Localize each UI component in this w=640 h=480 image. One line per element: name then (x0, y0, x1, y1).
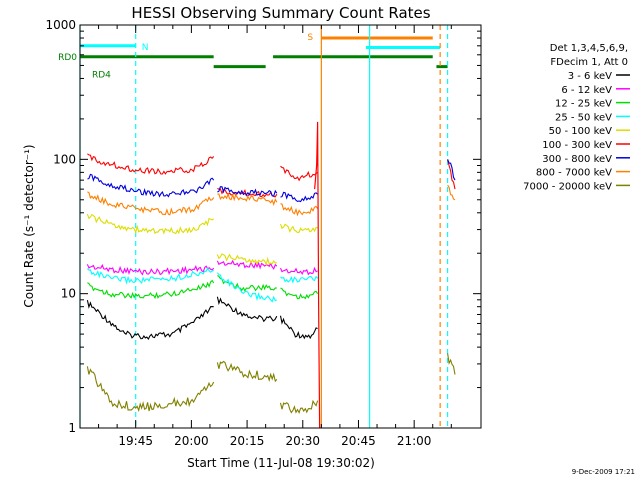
legend-items: 3 - 6 keV 6 - 12 keV 12 - 25 keV 25 - 50 ke… (523, 71, 630, 192)
series-trace (86, 213, 214, 235)
series-trace (216, 272, 278, 303)
x-tick-label: 20:45 (341, 434, 376, 448)
y-tick-label: 1000 (45, 18, 76, 32)
axes: 19:45 20:00 20:15 20:30 20:45 21:00 1 10 100 1000 (45, 18, 481, 448)
flare-spike (314, 121, 321, 429)
y-tick-label: 1 (68, 421, 76, 435)
series-trace (280, 191, 318, 203)
series-trace (216, 360, 278, 383)
series-trace (87, 191, 215, 216)
series-trace (447, 353, 456, 375)
series-trace (447, 159, 456, 190)
series-trace (216, 259, 278, 270)
series-trace (279, 399, 319, 414)
series-trace (86, 366, 215, 413)
flag-label-rd0: RD0 (58, 53, 77, 63)
x-tick-label: 20:30 (285, 434, 320, 448)
series-trace (279, 315, 318, 340)
series-trace (280, 165, 318, 182)
series-trace (280, 203, 319, 217)
series-trace (86, 299, 214, 341)
series-trace (447, 159, 456, 181)
series-trace (280, 275, 319, 284)
series-trace (447, 184, 456, 201)
legend-label-12-25-kev: 12 - 25 keV (555, 99, 612, 110)
flag-label-rd4: RD4 (92, 71, 111, 81)
legend-label-50-100-kev: 50 - 100 keV (549, 126, 613, 137)
legend-label-7000-20000-kev: 7000 - 20000 keV (523, 181, 612, 192)
vertical-markers (79, 25, 449, 428)
legend-label-6-12-kev: 6 - 12 keV (561, 85, 612, 96)
series-50-100-kev (86, 213, 318, 267)
series-trace (87, 267, 215, 285)
y-tick-label: 10 (61, 287, 76, 301)
flag-bars: N S RD0 RD4 (58, 33, 448, 81)
series-trace (87, 153, 215, 175)
x-axis-label: Start Time (11-Jul-08 19:30:02) (187, 456, 375, 470)
series-100-300-kev (87, 153, 456, 198)
legend-label-800-7000-kev: 800 - 7000 keV (536, 168, 612, 179)
series-trace (216, 253, 277, 267)
series-trace (280, 287, 319, 300)
series-trace (217, 192, 278, 206)
legend-header-line-2: FDecim 1, Att 0 (550, 57, 628, 68)
legend-label-3-6-kev: 3 - 6 keV (568, 71, 612, 82)
series-12-25-kev (87, 275, 319, 300)
series-trace (87, 173, 215, 198)
series-800-7000-kev (87, 184, 456, 217)
y-axis-label: Count Rate (s⁻¹ detector⁻¹) (22, 144, 36, 307)
legend: Det 1,3,4,5,6,9, FDecim 1, Att 0 3 - 6 k… (523, 43, 630, 192)
legend-label-100-300-kev: 100 - 300 keV (542, 140, 612, 151)
series-trace (217, 275, 277, 292)
legend-label-25-50-kev: 25 - 50 keV (555, 112, 612, 123)
series-trace (217, 186, 278, 197)
x-tick-label: 20:00 (174, 434, 209, 448)
x-tick-label: 20:15 (230, 434, 265, 448)
x-tick-label: 21:00 (397, 434, 432, 448)
series-300-800-kev (87, 159, 456, 203)
series-trace (279, 266, 318, 276)
flag-label-n: N (142, 43, 149, 53)
series-7000-20000-kev (86, 353, 456, 414)
series-3-6-kev (86, 296, 318, 341)
y-tick-label: 100 (53, 152, 76, 166)
series-trace (279, 223, 318, 234)
series-trace (216, 296, 278, 323)
legend-header-line-1: Det 1,3,4,5,6,9, (550, 43, 628, 54)
series-6-12-kev (86, 259, 318, 276)
legend-label-300-800-kev: 300 - 800 keV (542, 154, 612, 165)
x-tick-label: 19:45 (118, 434, 153, 448)
footer-date: 9-Dec-2009 17:21 (572, 468, 635, 476)
series-trace (86, 263, 215, 276)
series-25-50-kev (87, 267, 319, 303)
plot-frame (79, 24, 482, 429)
chart-title: HESSI Observing Summary Count Rates (131, 4, 430, 22)
flag-label-s: S (307, 33, 313, 43)
series-layer (86, 121, 456, 429)
series-trace (87, 279, 215, 300)
series-trace (217, 187, 278, 198)
